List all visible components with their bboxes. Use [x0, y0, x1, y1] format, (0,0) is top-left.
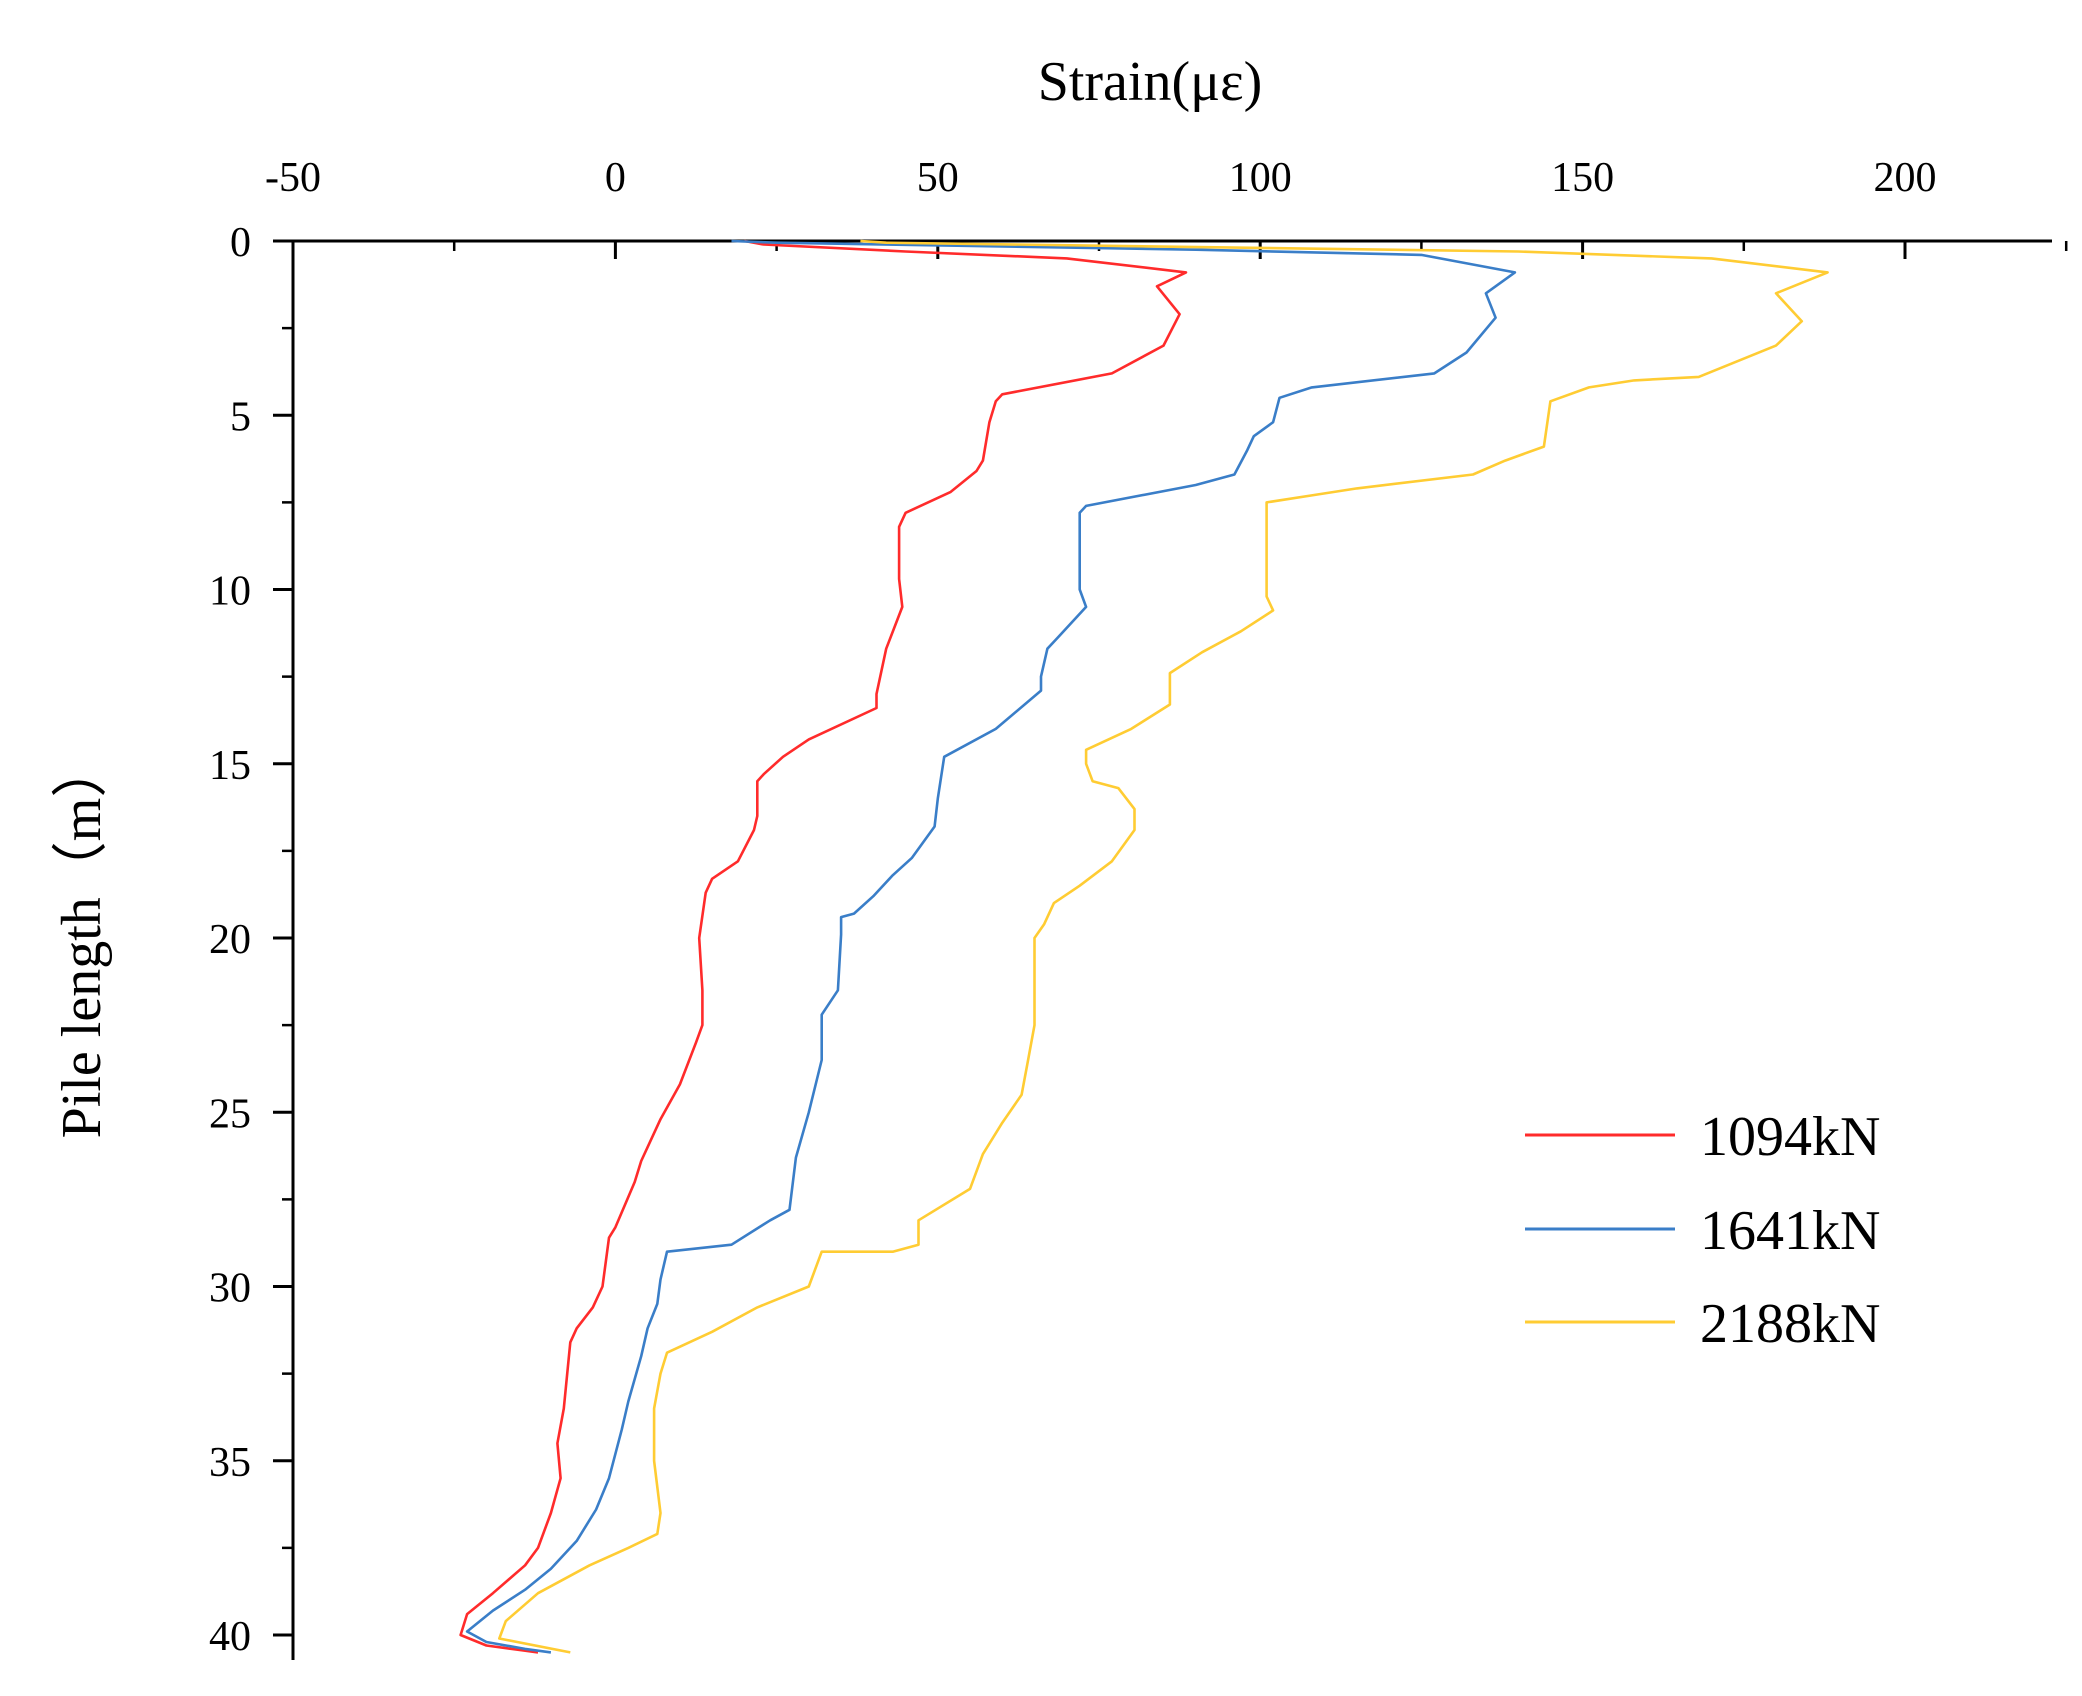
- x-tick-label: 50: [917, 155, 959, 201]
- x-tick-label: 0: [605, 155, 626, 201]
- x-axis-title: Strain(με): [1038, 51, 1263, 113]
- y-axis-title: Pile length（m）: [51, 742, 113, 1139]
- x-tick-label: 200: [1874, 155, 1937, 201]
- legend-label: 1094kN: [1700, 1106, 1880, 1168]
- series-line-2188kN: [498, 239, 1829, 1654]
- y-tick-label: 0: [230, 220, 251, 266]
- legend-label: 1641kN: [1700, 1200, 1880, 1262]
- y-tick-label: 20: [209, 917, 251, 963]
- y-tick-label: 30: [209, 1266, 251, 1312]
- y-tick-label: 10: [209, 569, 251, 615]
- legend: 1094kN 1641kN 2188kN: [1525, 1106, 1880, 1355]
- y-tick-label: 40: [209, 1614, 251, 1660]
- x-tick-label: -50: [265, 155, 321, 201]
- y-tick-label: 25: [209, 1091, 251, 1137]
- series-line-1094kN: [459, 239, 1188, 1654]
- y-tick-label: 5: [230, 394, 251, 440]
- x-tick-label: 100: [1229, 155, 1292, 201]
- series-line-1641kN: [465, 239, 1517, 1654]
- y-tick-label: 15: [209, 743, 251, 789]
- plot-area: -50 0 50 100 150 200 0 5 10 15 20 25 30 35 40: [209, 155, 2068, 1660]
- y-tick-label: 35: [209, 1440, 251, 1486]
- x-tick-label: 150: [1551, 155, 1614, 201]
- legend-label: 2188kN: [1700, 1293, 1880, 1355]
